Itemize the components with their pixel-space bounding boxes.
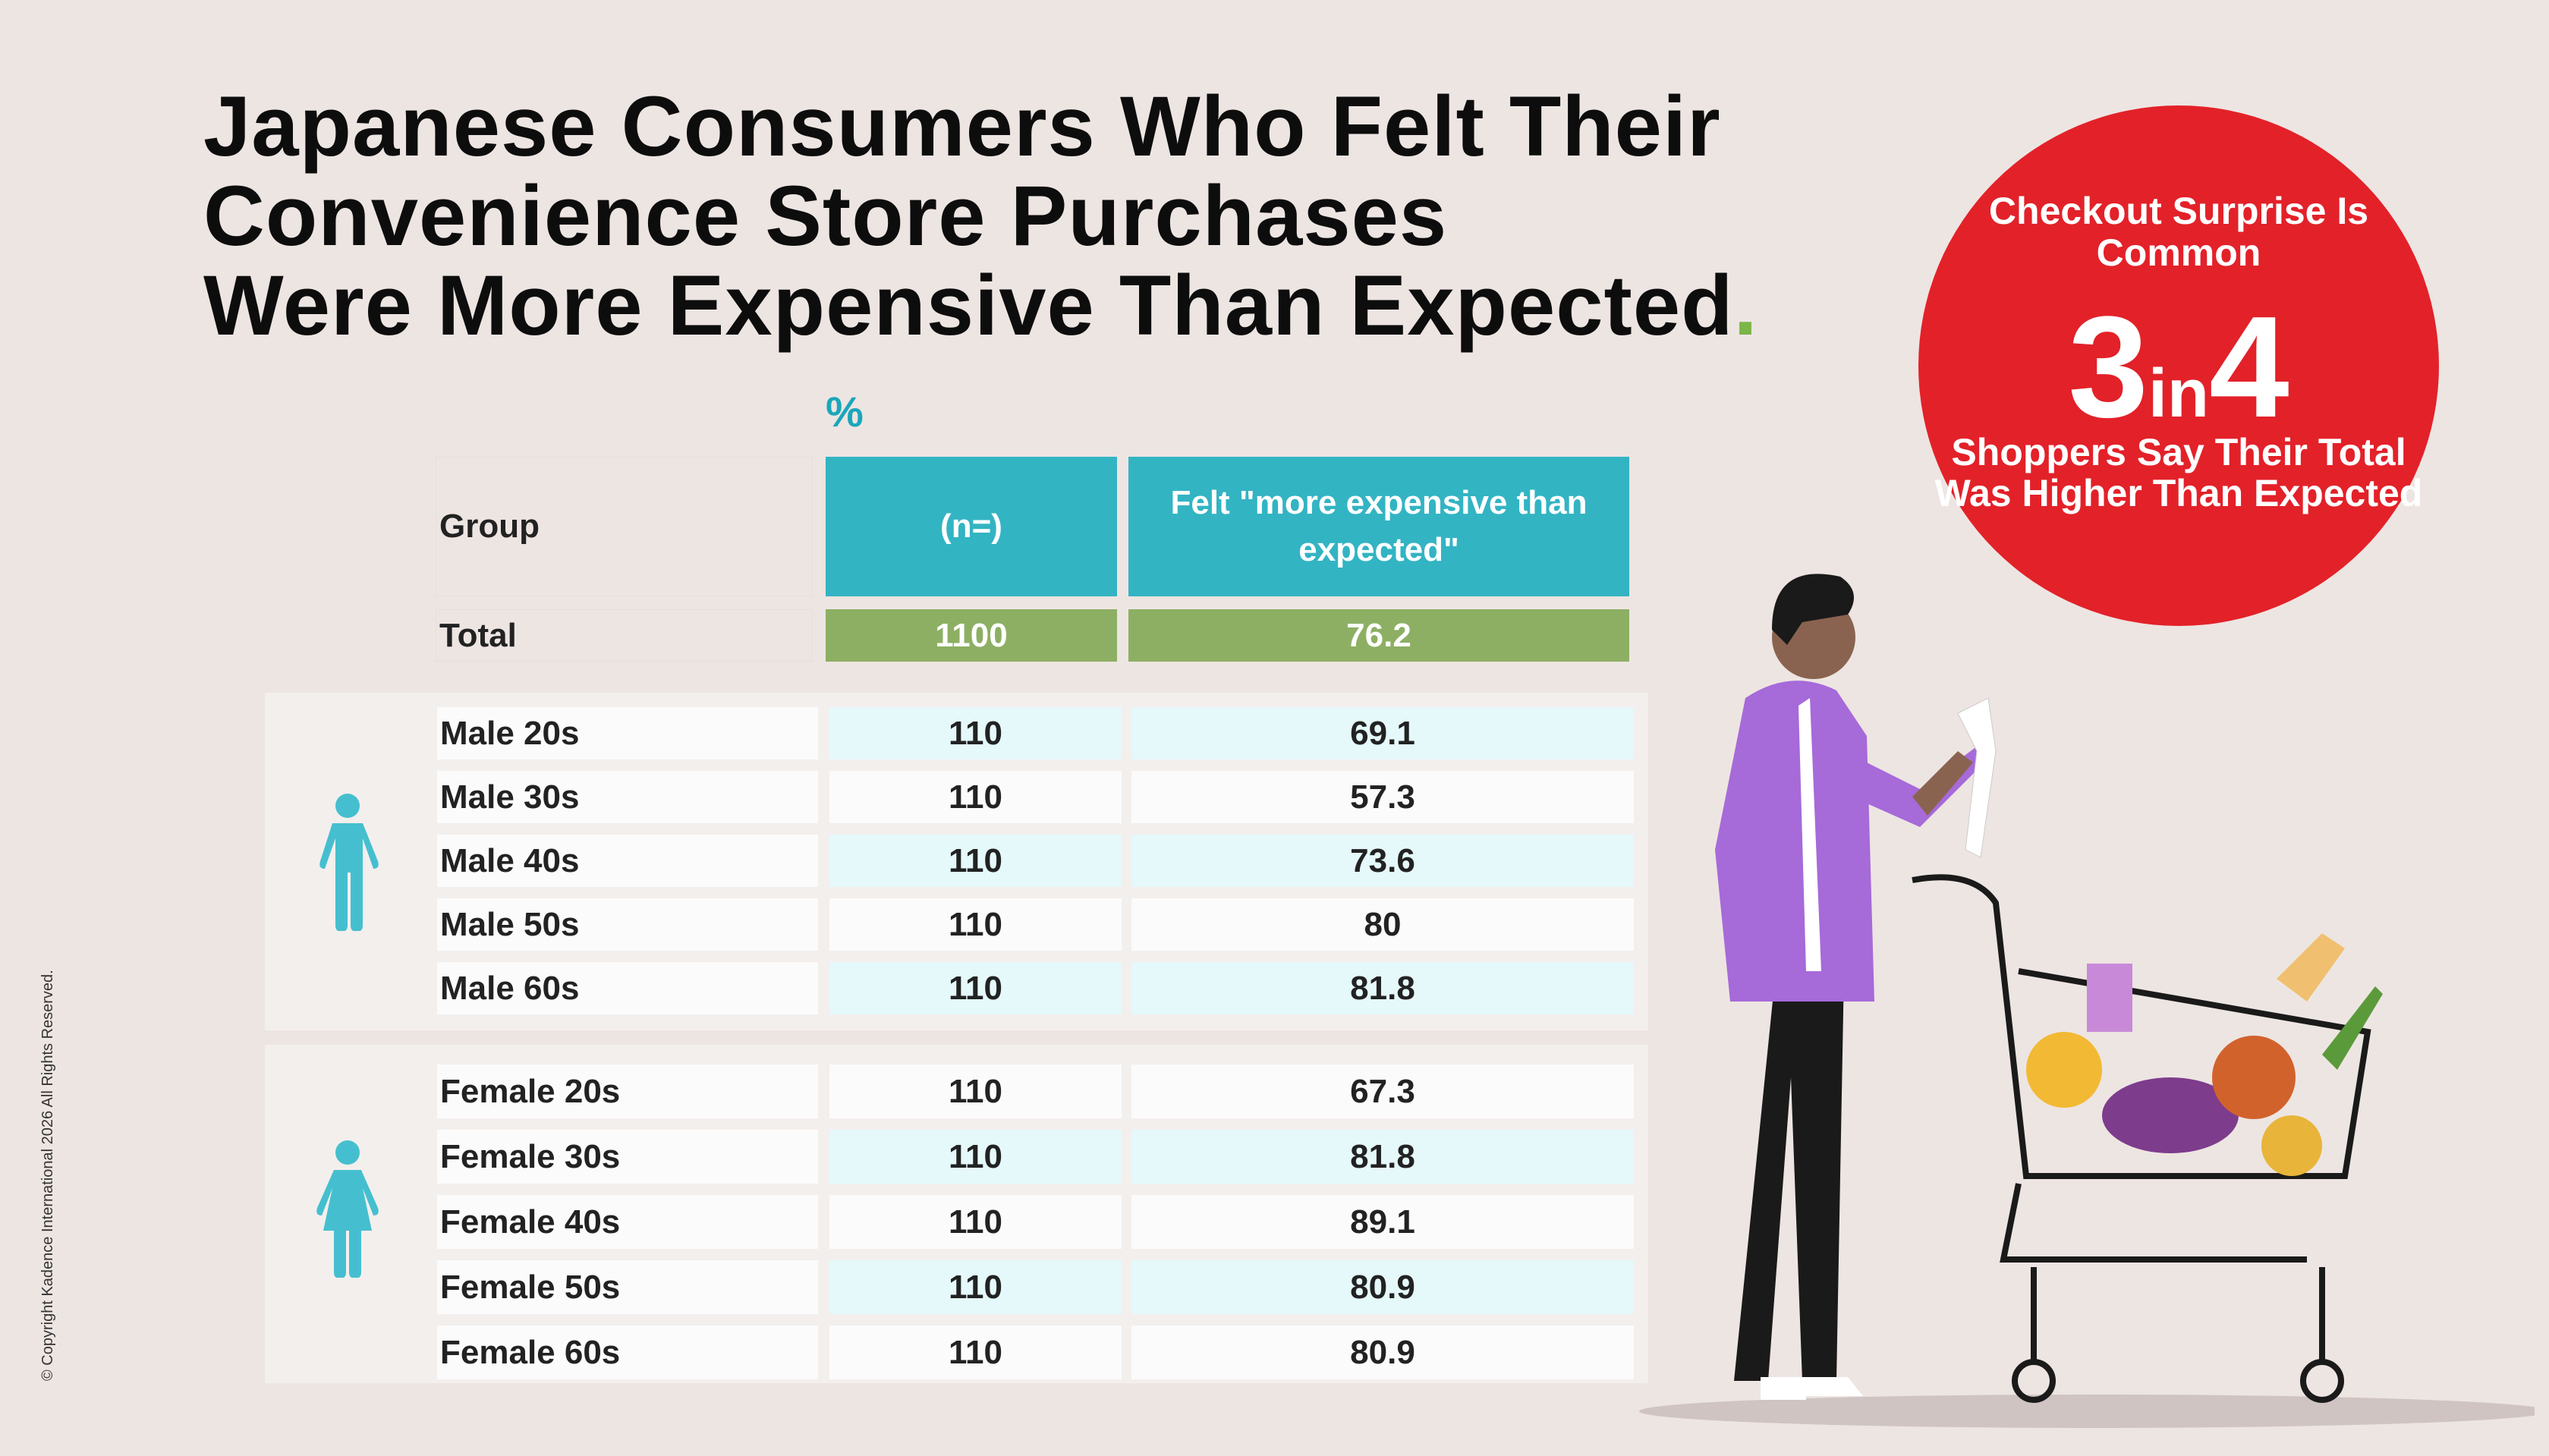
row-label: Male 40s: [437, 835, 818, 887]
row-value: 80.9: [1131, 1260, 1634, 1314]
unit-label: %: [826, 388, 864, 436]
floor-shadow: [1639, 1395, 2535, 1428]
row-label: Female 20s: [437, 1064, 818, 1118]
row-n: 110: [829, 1325, 1122, 1379]
row-n: 110: [829, 771, 1122, 823]
row-label: Male 50s: [437, 898, 818, 951]
row-value: 69.1: [1131, 707, 1634, 759]
row-label: Female 50s: [437, 1260, 818, 1314]
stat-denominator: 4: [2208, 287, 2289, 448]
title-line-3: Were More Expensive Than Expected: [203, 258, 1734, 353]
row-n: 110: [829, 835, 1122, 887]
row-n: 110: [829, 898, 1122, 951]
row-label: Female 40s: [437, 1195, 818, 1249]
header-felt-expensive: Felt "more expensive than expected": [1128, 457, 1629, 596]
row-n: 110: [829, 1130, 1122, 1184]
row-n: 110: [829, 1195, 1122, 1249]
row-value: 80: [1131, 898, 1634, 951]
row-label: Male 30s: [437, 771, 818, 823]
header-n: (n=): [826, 457, 1117, 596]
row-value: 81.8: [1131, 1130, 1634, 1184]
callout-heading: Checkout Surprise Is Common: [1988, 190, 2369, 274]
callout-stat: 3in4: [1918, 291, 2439, 470]
row-label: Male 60s: [437, 962, 818, 1014]
title-line-1: Japanese Consumers Who Felt Their: [203, 79, 1721, 174]
male-person-icon: [319, 794, 379, 931]
row-value: 73.6: [1131, 835, 1634, 887]
row-label: Female 60s: [437, 1325, 818, 1379]
row-n: 110: [829, 1260, 1122, 1314]
row-label: Male 20s: [437, 707, 818, 759]
total-value: 76.2: [1128, 609, 1629, 662]
row-n: 110: [829, 962, 1122, 1014]
page-title: Japanese Consumers Who Felt Their Conveni…: [203, 82, 1758, 351]
callout-caption: Shoppers Say Their Total Was Higher Than…: [1934, 431, 2423, 514]
shopper-figure: [1715, 574, 1997, 1400]
stat-callout: Checkout Surprise Is Common 3in4 Shopper…: [1918, 105, 2439, 626]
shopping-cart: [1912, 874, 2371, 1403]
row-n: 110: [829, 707, 1122, 759]
title-line-2: Convenience Store Purchases: [203, 168, 1448, 263]
row-value: 81.8: [1131, 962, 1634, 1014]
row-value: 80.9: [1131, 1325, 1634, 1379]
row-n: 110: [829, 1064, 1122, 1118]
shopper-illustration: [1639, 574, 2535, 1428]
row-label: Female 30s: [437, 1130, 818, 1184]
row-value: 57.3: [1131, 771, 1634, 823]
row-value: 67.3: [1131, 1064, 1634, 1118]
total-label: Total: [436, 609, 813, 662]
female-person-icon: [316, 1140, 379, 1278]
total-n: 1100: [826, 609, 1117, 662]
groceries: [2026, 933, 2383, 1176]
stat-in: in: [2148, 356, 2209, 432]
title-dot: .: [1733, 258, 1758, 353]
copyright-text: © Copyright Kadence International 2026 A…: [39, 970, 56, 1381]
stat-numerator: 3: [2068, 287, 2148, 448]
row-value: 89.1: [1131, 1195, 1634, 1249]
header-group: Group: [436, 457, 813, 596]
